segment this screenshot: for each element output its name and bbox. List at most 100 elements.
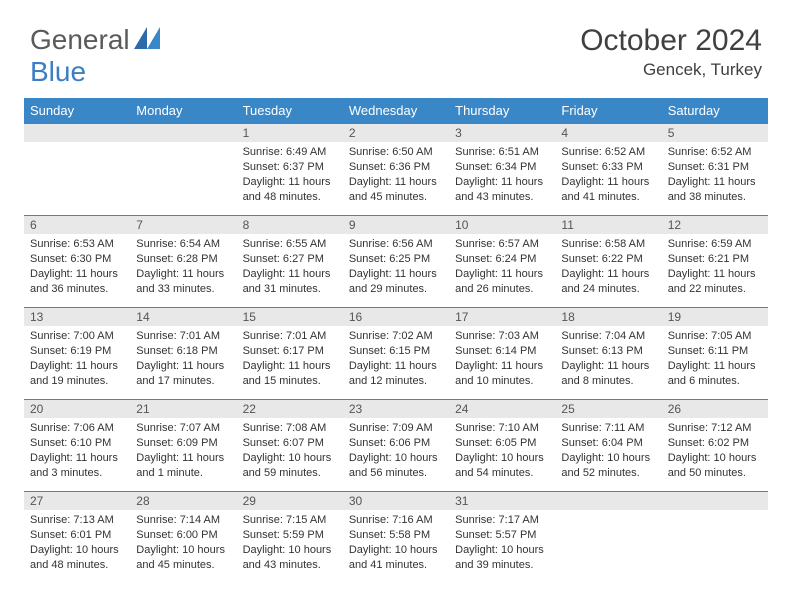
day-header: Saturday xyxy=(662,98,768,124)
sunrise-text: Sunrise: 7:02 AM xyxy=(349,329,443,344)
sunrise-text: Sunrise: 7:15 AM xyxy=(243,513,337,528)
day-number: 7 xyxy=(130,216,236,234)
day-header-row: Sunday Monday Tuesday Wednesday Thursday… xyxy=(24,98,768,124)
day-number: 20 xyxy=(24,400,130,418)
sunset-text: Sunset: 6:37 PM xyxy=(243,160,337,175)
daylight-text: Daylight: 11 hours and 41 minutes. xyxy=(561,175,655,205)
brand-part1: General xyxy=(30,24,130,56)
calendar-day-cell: 27Sunrise: 7:13 AMSunset: 6:01 PMDayligh… xyxy=(24,492,130,584)
sunrise-text: Sunrise: 6:58 AM xyxy=(561,237,655,252)
header: General October 2024 Gencek, Turkey xyxy=(0,0,792,88)
sunrise-text: Sunrise: 6:52 AM xyxy=(561,145,655,160)
sunset-text: Sunset: 5:57 PM xyxy=(455,528,549,543)
calendar-day-cell: 15Sunrise: 7:01 AMSunset: 6:17 PMDayligh… xyxy=(237,308,343,400)
day-number: 16 xyxy=(343,308,449,326)
day-details: Sunrise: 7:06 AMSunset: 6:10 PMDaylight:… xyxy=(24,418,130,484)
day-details: Sunrise: 7:04 AMSunset: 6:13 PMDaylight:… xyxy=(555,326,661,392)
day-number xyxy=(24,124,130,142)
day-number: 30 xyxy=(343,492,449,510)
day-header: Monday xyxy=(130,98,236,124)
daylight-text: Daylight: 11 hours and 24 minutes. xyxy=(561,267,655,297)
daylight-text: Daylight: 10 hours and 43 minutes. xyxy=(243,543,337,573)
calendar-day-cell: 22Sunrise: 7:08 AMSunset: 6:07 PMDayligh… xyxy=(237,400,343,492)
sunset-text: Sunset: 6:36 PM xyxy=(349,160,443,175)
sunset-text: Sunset: 5:59 PM xyxy=(243,528,337,543)
logo-mark-icon xyxy=(134,24,160,56)
day-number: 29 xyxy=(237,492,343,510)
day-number: 14 xyxy=(130,308,236,326)
sunset-text: Sunset: 6:01 PM xyxy=(30,528,124,543)
sunrise-text: Sunrise: 7:09 AM xyxy=(349,421,443,436)
calendar-day-cell: 24Sunrise: 7:10 AMSunset: 6:05 PMDayligh… xyxy=(449,400,555,492)
calendar-day-cell: 23Sunrise: 7:09 AMSunset: 6:06 PMDayligh… xyxy=(343,400,449,492)
sunset-text: Sunset: 6:02 PM xyxy=(668,436,762,451)
day-number: 11 xyxy=(555,216,661,234)
sunrise-text: Sunrise: 6:54 AM xyxy=(136,237,230,252)
day-number: 6 xyxy=(24,216,130,234)
daylight-text: Daylight: 11 hours and 45 minutes. xyxy=(349,175,443,205)
day-details: Sunrise: 7:12 AMSunset: 6:02 PMDaylight:… xyxy=(662,418,768,484)
sunrise-text: Sunrise: 7:01 AM xyxy=(136,329,230,344)
daylight-text: Daylight: 10 hours and 56 minutes. xyxy=(349,451,443,481)
sunset-text: Sunset: 6:34 PM xyxy=(455,160,549,175)
sunset-text: Sunset: 6:09 PM xyxy=(136,436,230,451)
day-details: Sunrise: 7:10 AMSunset: 6:05 PMDaylight:… xyxy=(449,418,555,484)
day-number xyxy=(662,492,768,510)
calendar-day-cell: 7 Sunrise: 6:54 AMSunset: 6:28 PMDaylight… xyxy=(130,216,236,308)
day-details: Sunrise: 6:56 AMSunset: 6:25 PMDaylight:… xyxy=(343,234,449,300)
sunset-text: Sunset: 6:04 PM xyxy=(561,436,655,451)
sunset-text: Sunset: 6:10 PM xyxy=(30,436,124,451)
sunrise-text: Sunrise: 7:03 AM xyxy=(455,329,549,344)
day-number: 21 xyxy=(130,400,236,418)
daylight-text: Daylight: 11 hours and 43 minutes. xyxy=(455,175,549,205)
sunset-text: Sunset: 6:14 PM xyxy=(455,344,549,359)
daylight-text: Daylight: 10 hours and 48 minutes. xyxy=(30,543,124,573)
sunset-text: Sunset: 6:28 PM xyxy=(136,252,230,267)
sunset-text: Sunset: 6:22 PM xyxy=(561,252,655,267)
day-details: Sunrise: 6:55 AMSunset: 6:27 PMDaylight:… xyxy=(237,234,343,300)
sunrise-text: Sunrise: 6:56 AM xyxy=(349,237,443,252)
sunset-text: Sunset: 6:27 PM xyxy=(243,252,337,267)
calendar-day-cell xyxy=(130,124,236,216)
day-details: Sunrise: 6:57 AMSunset: 6:24 PMDaylight:… xyxy=(449,234,555,300)
day-number: 31 xyxy=(449,492,555,510)
calendar-week-row: 1Sunrise: 6:49 AMSunset: 6:37 PMDaylight… xyxy=(24,124,768,216)
day-number: 18 xyxy=(555,308,661,326)
day-header: Friday xyxy=(555,98,661,124)
sunrise-text: Sunrise: 6:52 AM xyxy=(668,145,762,160)
sunrise-text: Sunrise: 7:17 AM xyxy=(455,513,549,528)
day-number: 4 xyxy=(555,124,661,142)
brand-logo: General xyxy=(30,24,160,56)
daylight-text: Daylight: 10 hours and 52 minutes. xyxy=(561,451,655,481)
day-header: Thursday xyxy=(449,98,555,124)
daylight-text: Daylight: 11 hours and 36 minutes. xyxy=(30,267,124,297)
calendar-day-cell: 30Sunrise: 7:16 AMSunset: 5:58 PMDayligh… xyxy=(343,492,449,584)
sunset-text: Sunset: 6:11 PM xyxy=(668,344,762,359)
calendar-day-cell: 3Sunrise: 6:51 AMSunset: 6:34 PMDaylight… xyxy=(449,124,555,216)
daylight-text: Daylight: 10 hours and 45 minutes. xyxy=(136,543,230,573)
calendar-day-cell: 12Sunrise: 6:59 AMSunset: 6:21 PMDayligh… xyxy=(662,216,768,308)
sunrise-text: Sunrise: 7:14 AM xyxy=(136,513,230,528)
daylight-text: Daylight: 11 hours and 38 minutes. xyxy=(668,175,762,205)
calendar-day-cell: 19Sunrise: 7:05 AMSunset: 6:11 PMDayligh… xyxy=(662,308,768,400)
daylight-text: Daylight: 10 hours and 59 minutes. xyxy=(243,451,337,481)
sunset-text: Sunset: 6:31 PM xyxy=(668,160,762,175)
sunset-text: Sunset: 6:05 PM xyxy=(455,436,549,451)
calendar-day-cell: 20Sunrise: 7:06 AMSunset: 6:10 PMDayligh… xyxy=(24,400,130,492)
calendar-day-cell: 13Sunrise: 7:00 AMSunset: 6:19 PMDayligh… xyxy=(24,308,130,400)
daylight-text: Daylight: 10 hours and 50 minutes. xyxy=(668,451,762,481)
day-number: 9 xyxy=(343,216,449,234)
calendar-day-cell: 4Sunrise: 6:52 AMSunset: 6:33 PMDaylight… xyxy=(555,124,661,216)
day-header: Tuesday xyxy=(237,98,343,124)
day-details: Sunrise: 6:59 AMSunset: 6:21 PMDaylight:… xyxy=(662,234,768,300)
day-number xyxy=(130,124,236,142)
day-number xyxy=(555,492,661,510)
location-label: Gencek, Turkey xyxy=(580,60,762,80)
day-details: Sunrise: 6:52 AMSunset: 6:31 PMDaylight:… xyxy=(662,142,768,208)
daylight-text: Daylight: 11 hours and 29 minutes. xyxy=(349,267,443,297)
sunrise-text: Sunrise: 6:53 AM xyxy=(30,237,124,252)
calendar-day-cell xyxy=(24,124,130,216)
daylight-text: Daylight: 11 hours and 33 minutes. xyxy=(136,267,230,297)
sunrise-text: Sunrise: 6:59 AM xyxy=(668,237,762,252)
title-block: October 2024 Gencek, Turkey xyxy=(580,24,762,80)
